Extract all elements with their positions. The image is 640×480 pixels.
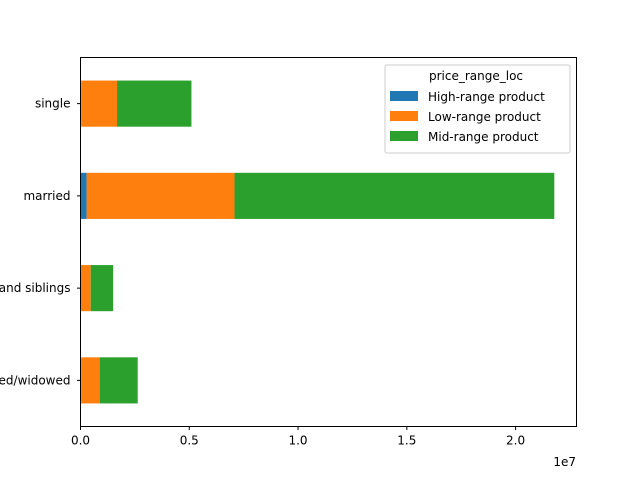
- legend-swatch: [390, 131, 418, 141]
- bar-1-3: [81, 80, 118, 127]
- legend-items: High-range product Low-range product Mid-r…: [390, 90, 545, 144]
- bar-1-2: [86, 172, 235, 219]
- x-offset-label: 1e7: [553, 455, 576, 469]
- bar-1-1: [80, 265, 91, 312]
- x-tick-label: 1.0: [288, 434, 307, 448]
- y-tick-label: single: [35, 97, 71, 111]
- legend-title: price_range_loc: [429, 69, 523, 83]
- x-tick-label: 0.5: [180, 434, 199, 448]
- legend: price_range_loc High-range product Low-ra…: [384, 64, 571, 154]
- x-ticks: 0.0 0.5 1.0 1.5 2.0: [71, 426, 525, 448]
- y-tick-label: divorced/widowed: [0, 373, 71, 387]
- legend-swatch: [390, 91, 418, 101]
- legend-frame: [384, 64, 571, 154]
- legend-label: High-range product: [428, 90, 545, 104]
- bar-1-0: [81, 357, 100, 404]
- bar-2-2: [234, 172, 555, 219]
- legend-swatch: [390, 111, 418, 121]
- bar-2-1: [90, 265, 114, 312]
- y-tick-labels: divorced/widowed living with parents and …: [0, 97, 81, 387]
- plot-frame: [80, 57, 577, 427]
- bars-group: [80, 80, 555, 404]
- bar-0-2: [80, 172, 87, 219]
- x-tick-label: 1.5: [397, 434, 416, 448]
- bar-2-0: [99, 357, 138, 404]
- legend-label: Mid-range product: [428, 130, 539, 144]
- y-tick-label: living with parents and siblings: [0, 281, 71, 295]
- legend-label: Low-range product: [428, 110, 541, 124]
- y-tick-label: married: [23, 189, 70, 203]
- bar-2-3: [117, 80, 192, 127]
- x-tick-label: 0.0: [71, 434, 90, 448]
- x-tick-label: 2.0: [506, 434, 525, 448]
